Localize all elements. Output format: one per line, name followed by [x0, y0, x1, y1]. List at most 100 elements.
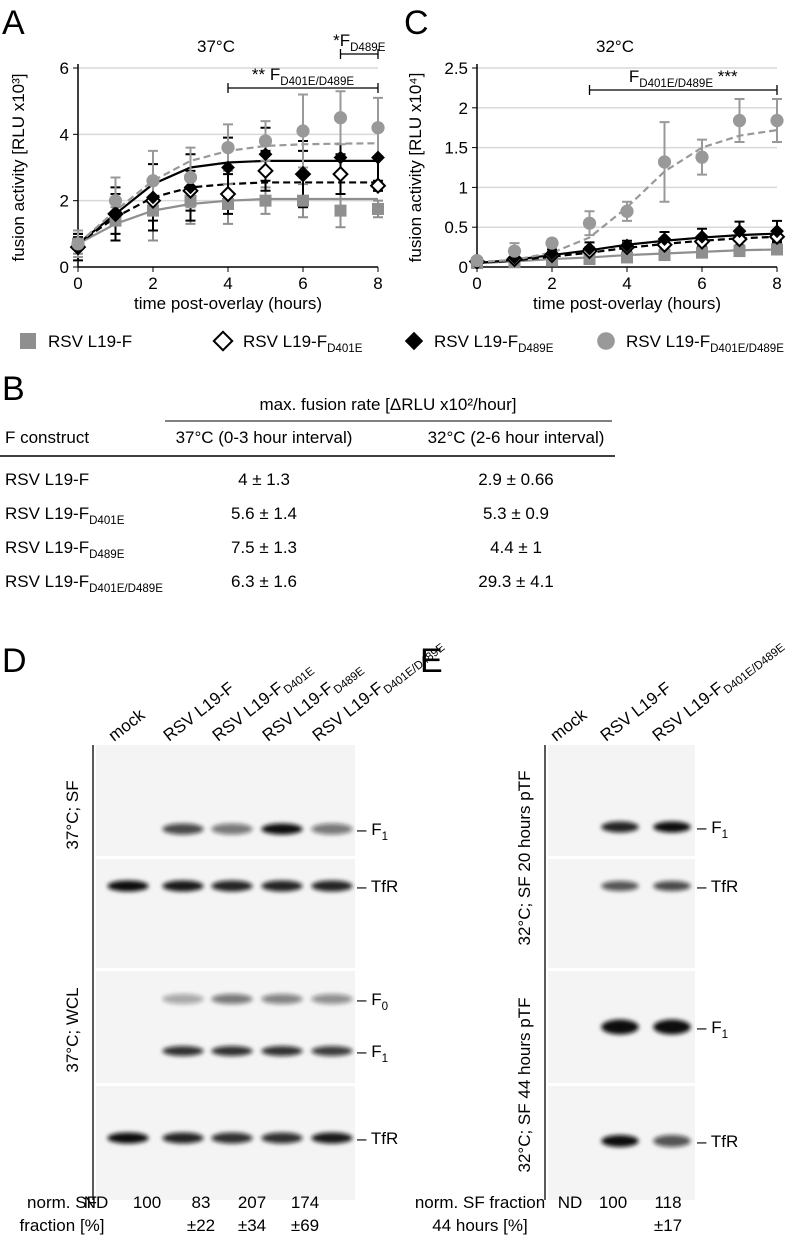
y-tick-label: 0 — [60, 258, 69, 277]
legend-entry: RSV L19-FD401E — [212, 330, 363, 355]
table-column-header: 37°C (0-3 hour interval) — [176, 428, 353, 447]
marker — [545, 236, 559, 250]
table-cell: RSV L19-FD489E — [5, 538, 125, 561]
footer-error: ±69 — [291, 1216, 319, 1235]
band-row — [601, 821, 691, 833]
table-cell: RSV L19-FD401E/D489E — [5, 572, 163, 595]
legend-entry: RSV L19-FD489E — [404, 331, 554, 355]
footer-label: fraction [%] — [19, 1216, 104, 1235]
footer-value: 83 — [192, 1193, 211, 1212]
subscript: 1 — [722, 829, 728, 841]
text-part: RSV L19-F — [243, 332, 327, 351]
table-cell: 6.3 ± 1.6 — [231, 572, 297, 591]
blot-panel — [96, 859, 355, 968]
y-tick-label: 4 — [60, 125, 69, 144]
marker — [658, 249, 671, 262]
marker — [597, 332, 615, 350]
subscript: 1 — [722, 1029, 728, 1041]
marker — [297, 194, 309, 207]
blot-panel — [96, 745, 355, 856]
text-part: F — [371, 820, 381, 839]
marker — [212, 330, 234, 352]
table-cell: 2.9 ± 0.66 — [478, 470, 554, 489]
x-tick-label: 0 — [73, 274, 82, 293]
text-part: RSV L19-F — [48, 332, 132, 351]
band-label: – TfR — [697, 1132, 738, 1151]
marker — [221, 141, 235, 155]
x-tick-label: 4 — [223, 274, 232, 293]
band — [601, 881, 639, 891]
table-column-header: 32°C (2-6 hour interval) — [428, 428, 605, 447]
footer-value: 100 — [599, 1193, 627, 1212]
band-row — [107, 1132, 353, 1144]
subscript: D401E/D489E — [639, 78, 713, 90]
y-tick-label: 2 — [459, 99, 468, 118]
band-row — [162, 823, 353, 835]
band — [653, 821, 691, 833]
band-label: – F1 — [697, 1018, 728, 1041]
text-part: F — [711, 1018, 721, 1037]
marker — [770, 224, 784, 239]
panel-letter: D — [2, 642, 27, 680]
band — [311, 1132, 353, 1144]
subscript: 1 — [382, 831, 388, 843]
legend-entry: RSV L19-F — [20, 332, 132, 351]
subscript: D489E — [518, 343, 554, 355]
series-markers — [470, 113, 784, 268]
marker — [771, 243, 783, 256]
marker — [507, 244, 522, 258]
table-cell: 7.5 ± 1.3 — [231, 538, 297, 557]
band-row — [162, 994, 353, 1004]
text-part: RSV L19-F — [5, 538, 89, 557]
band — [162, 823, 204, 835]
marker — [733, 245, 746, 258]
significance-bracket — [339, 49, 379, 59]
table-cell: 5.6 ± 1.4 — [231, 504, 297, 523]
marker — [621, 251, 633, 264]
subscript: D401E — [89, 515, 125, 527]
marker — [582, 241, 597, 256]
marker — [582, 216, 597, 230]
text-part: mock — [547, 705, 591, 745]
marker — [732, 224, 747, 239]
marker — [296, 167, 310, 182]
row-label: 32°C; SF 44 hours pTF — [515, 998, 534, 1173]
marker — [184, 194, 197, 207]
band — [211, 994, 253, 1004]
band — [261, 880, 303, 892]
marker — [71, 237, 85, 251]
marker — [369, 177, 387, 195]
footer-value: ND — [84, 1193, 109, 1212]
row-label: 37°C; WCL — [63, 987, 82, 1072]
marker — [657, 232, 672, 247]
text-part: F — [711, 818, 721, 837]
band-label: – F1 — [357, 1042, 388, 1065]
x-tick-label: 6 — [697, 274, 706, 293]
footer-value: 174 — [291, 1193, 319, 1212]
marker — [334, 204, 347, 217]
subscript: D401E/D489E — [722, 641, 788, 696]
x-tick-label: 2 — [148, 274, 157, 293]
band — [107, 880, 149, 892]
x-tick-label: 2 — [547, 274, 556, 293]
y-tick-label: 0.5 — [444, 218, 468, 237]
marker — [332, 165, 349, 183]
band-label: – F1 — [357, 820, 388, 843]
table-cell: 4.4 ± 1 — [490, 538, 542, 557]
panel-letter: B — [2, 370, 25, 408]
marker — [731, 230, 748, 248]
subscript: 0 — [382, 1001, 388, 1013]
marker — [620, 204, 634, 218]
text-part: F — [270, 65, 280, 84]
significance-label: ** FD401E/D489E — [252, 65, 354, 88]
text-part: TfR — [711, 877, 738, 896]
marker — [470, 254, 484, 268]
significance-bracket — [588, 85, 778, 95]
marker — [146, 190, 160, 205]
marker — [258, 134, 273, 148]
fit-curve — [476, 128, 778, 264]
text-part: F — [371, 1042, 381, 1061]
y-tick-label: 2.5 — [444, 59, 468, 78]
